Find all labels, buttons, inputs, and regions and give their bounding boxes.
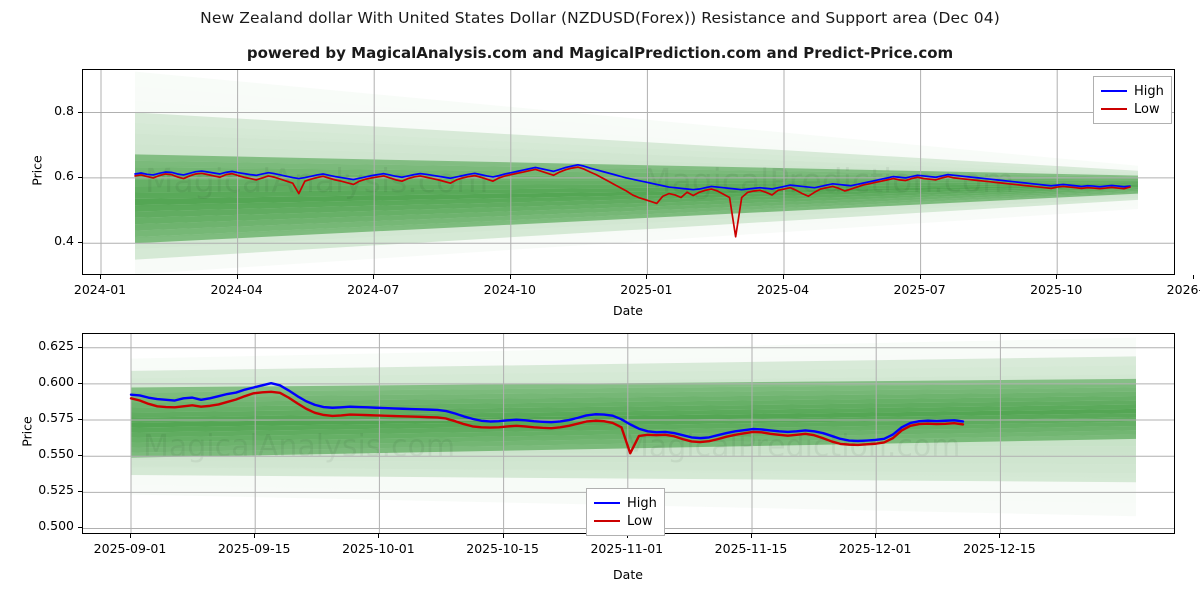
x-tick-label: 2025-01 (620, 282, 673, 297)
legend-item-low[interactable]: Low (1101, 100, 1164, 118)
x-tick-label: 2025-11-01 (590, 541, 664, 556)
x-tick-label: 2025-04 (756, 282, 810, 297)
y-tick-label: 0.500 (38, 518, 74, 534)
x-tick-label: 2024-04 (210, 282, 263, 297)
x-tick-mark (919, 275, 921, 279)
y-tick-label: 0.525 (38, 482, 74, 498)
legend-label: High (1134, 83, 1164, 99)
x-tick-label: 2025-07 (893, 282, 946, 297)
x-tick-label: 2025-10-01 (342, 541, 415, 556)
lower-plot-svg: MagicalAnalysis.com MagicalPrediction.com (83, 334, 1174, 533)
upper-legend: High Low (1093, 76, 1172, 124)
page-title: New Zealand dollar With United States Do… (200, 9, 1000, 27)
x-tick-mark (783, 275, 784, 279)
x-tick-label: 2025-10 (1030, 282, 1083, 297)
svg-text:MagicalPrediction.com: MagicalPrediction.com (643, 161, 1014, 200)
svg-text:MagicalAnalysis.com: MagicalAnalysis.com (143, 429, 455, 464)
y-tick-mark (78, 346, 82, 348)
y-tick-mark (78, 419, 82, 421)
upper-x-axis-label: Date (613, 303, 643, 318)
legend-item-high[interactable]: High (1101, 82, 1164, 100)
x-tick-mark (875, 534, 877, 538)
x-tick-label: 2024-07 (347, 282, 400, 297)
legend-line-swatch (594, 502, 620, 504)
page-subtitle: powered by MagicalAnalysis.com and Magic… (246, 44, 954, 62)
svg-text:MagicalAnalysis.com: MagicalAnalysis.com (145, 161, 488, 200)
y-tick-label: 0.600 (38, 373, 74, 389)
legend-label: High (627, 495, 657, 511)
x-tick-label: 2025-09-15 (217, 541, 291, 556)
lower-legend: High Low (586, 488, 665, 536)
y-tick-mark (78, 111, 82, 113)
y-tick-label: 0.6 (54, 167, 74, 183)
y-tick-label: 0.575 (38, 410, 74, 426)
x-tick-mark (100, 275, 101, 279)
x-tick-label: 2024-10 (483, 282, 536, 297)
x-tick-mark (1056, 275, 1058, 279)
x-tick-mark (254, 534, 256, 538)
x-tick-mark (130, 534, 131, 538)
x-tick-mark (1192, 275, 1194, 279)
y-tick-mark (78, 527, 82, 529)
upper-plot-svg: MagicalAnalysis.com MagicalPrediction.com… (83, 70, 1174, 274)
x-tick-mark (236, 275, 238, 279)
y-tick-label: 0.4 (54, 233, 74, 249)
x-tick-label: 2024-01 (73, 282, 127, 297)
x-tick-mark (509, 275, 511, 279)
x-tick-label: 2025-11-15 (714, 541, 788, 556)
x-tick-mark (502, 534, 504, 538)
x-tick-mark (646, 275, 648, 279)
y-tick-label: 0.625 (38, 337, 74, 353)
x-tick-mark (999, 534, 1001, 538)
legend-label: Low (627, 513, 653, 529)
legend-item-low[interactable]: Low (594, 512, 657, 530)
y-tick-label: 0.550 (38, 446, 74, 462)
x-tick-mark (373, 275, 375, 279)
legend-label: Low (1134, 101, 1160, 117)
x-tick-mark (751, 534, 752, 538)
legend-item-high[interactable]: High (594, 494, 657, 512)
lower-x-axis-label: Date (613, 567, 643, 582)
upper-plot-area: MagicalAnalysis.com MagicalPrediction.com… (82, 69, 1175, 275)
y-tick-mark (78, 491, 82, 493)
legend-line-swatch (1101, 90, 1127, 92)
legend-line-swatch (594, 520, 620, 522)
legend-line-swatch (1101, 108, 1127, 110)
y-tick-label: 0.8 (54, 102, 74, 118)
x-tick-label: 2025-12-01 (838, 541, 912, 556)
x-tick-label: 2025-10-15 (466, 541, 539, 556)
y-tick-mark (78, 455, 82, 457)
x-tick-label: 2025-09-01 (93, 541, 167, 556)
x-tick-label: 2025-12-15 (963, 541, 1036, 556)
y-tick-mark (78, 242, 82, 244)
y-tick-mark (78, 176, 82, 178)
x-tick-mark (378, 534, 380, 538)
x-tick-label: 2026-01 (1166, 282, 1200, 297)
y-tick-mark (78, 382, 82, 384)
x-tick-mark (626, 534, 628, 538)
